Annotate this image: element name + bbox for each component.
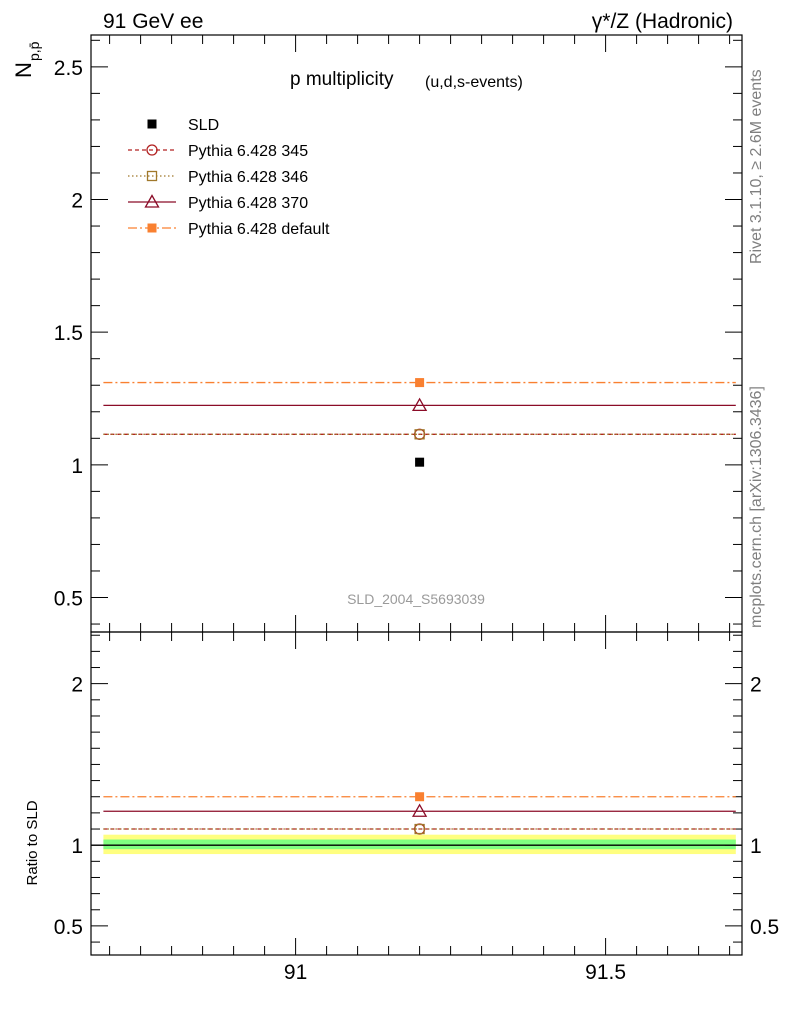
legend-marker (144, 194, 160, 208)
y-axis-subscript: p,p̄ (26, 41, 42, 61)
main-series-layer (103, 378, 736, 467)
legend-label: SLD (188, 117, 219, 134)
legend-label: Pythia 6.428 370 (188, 195, 308, 212)
legend-label: Pythia 6.428 346 (188, 169, 308, 186)
main-title: p multiplicity (290, 69, 394, 90)
series-pythia-6-428-346 (103, 823, 736, 835)
x-tick-label: 91.5 (585, 961, 626, 984)
y-axis-symbol: N (11, 62, 36, 78)
data-point (415, 792, 425, 802)
legend-marker (147, 223, 157, 233)
legend: SLD Pythia 6.428 345 Pythia 6.428 346 Pythi… (128, 117, 330, 238)
legend-entry: Pythia 6.428 370 (128, 194, 308, 212)
y-tick-label: 2 (71, 190, 83, 213)
y-tick-label-right: 1 (750, 835, 762, 858)
data-point (415, 378, 425, 388)
data-point (411, 397, 428, 412)
ratio-series-layer (103, 792, 736, 835)
y-tick-label: 1 (71, 455, 83, 478)
legend-entry: Pythia 6.428 default (128, 221, 330, 238)
legend-label: Pythia 6.428 345 (188, 143, 308, 160)
y-tick-label: 2 (71, 674, 83, 697)
y-tick-label-right: 0.5 (750, 916, 779, 939)
legend-entry: Pythia 6.428 346 (128, 169, 308, 186)
main-subtitle: (u,d,s-events) (425, 74, 523, 91)
mcplots-citation-label: mcplots.cern.ch [arXiv:1306.3436] (748, 386, 765, 628)
legend-label: Pythia 6.428 default (188, 221, 330, 238)
series-pythia-6-428-346 (103, 429, 736, 440)
uncertainty-band (103, 839, 736, 850)
series-pythia-6-428-default (103, 792, 736, 802)
y-tick-label-right: 2 (750, 674, 762, 697)
y-tick-label: 0.5 (54, 916, 83, 939)
y-tick-label: 0.5 (54, 588, 83, 611)
data-point (415, 457, 425, 467)
legend-marker (146, 170, 158, 182)
rivet-version-label: Rivet 3.1.10, ≥ 2.6M events (748, 69, 765, 264)
series-pythia-6-428-default (103, 378, 736, 388)
series-pythia-6-428-370 (103, 803, 736, 817)
legend-marker (146, 144, 158, 156)
y-tick-label: 2.5 (54, 57, 83, 80)
data-point (414, 823, 425, 835)
header-right: γ*/Z (Hadronic) (592, 10, 733, 33)
header-left: 91 GeV ee (103, 10, 203, 33)
main-plot-panel: p multiplicity (u,d,s-events) N p,p̄ SLD… (11, 34, 743, 633)
y-tick-label: 1.5 (54, 322, 83, 345)
main-axis-ticks: 0.5 1 1.5 2 2.5 (54, 35, 742, 632)
ratio-axis-ticks: 0.5 0.5 1 1 2 2 91 91.5 (54, 632, 779, 984)
ratio-plot-frame (90, 631, 743, 956)
legend-entry: SLD (147, 117, 219, 134)
main-y-axis-label: N p,p̄ (11, 41, 42, 78)
y-tick-label: 1 (71, 835, 83, 858)
ratio-plot-panel: 0.5 0.5 1 1 2 2 91 91.5 Ratio to SLD (24, 631, 779, 984)
series-sld (415, 457, 425, 467)
x-tick-label: 91 (284, 961, 307, 984)
ratio-y-axis-label: Ratio to SLD (24, 800, 41, 885)
data-point (414, 429, 425, 440)
uncertainty-bands (91, 834, 742, 855)
data-point (411, 803, 428, 817)
analysis-watermark: SLD_2004_S5693039 (347, 591, 485, 607)
legend-marker (147, 119, 157, 129)
legend-entry: Pythia 6.428 345 (128, 143, 308, 160)
series-pythia-6-428-370 (103, 397, 736, 412)
